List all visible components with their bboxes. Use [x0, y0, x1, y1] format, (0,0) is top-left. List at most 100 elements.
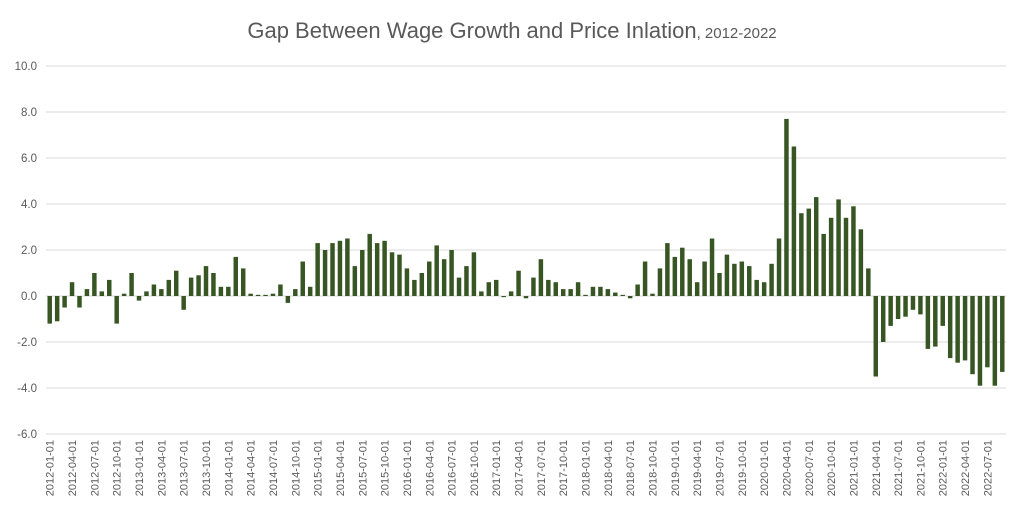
bar	[702, 261, 707, 296]
x-tick-label: 2021-07-01	[893, 440, 905, 496]
bar	[434, 245, 439, 296]
bar	[560, 289, 566, 296]
bar	[568, 289, 573, 296]
bar	[895, 296, 901, 319]
x-tick-label: 2012-10-01	[112, 440, 124, 496]
bar	[627, 296, 633, 299]
bar	[218, 286, 224, 296]
x-tick-label: 2013-07-01	[179, 440, 191, 496]
bar	[880, 296, 886, 342]
bar	[293, 289, 298, 296]
bar	[613, 292, 618, 296]
bar	[278, 284, 283, 296]
x-tick-label: 2016-10-01	[469, 440, 481, 496]
bar	[1000, 296, 1005, 372]
x-tick-label: 2017-10-01	[558, 440, 570, 496]
bar	[389, 252, 395, 296]
bar	[240, 268, 246, 296]
y-tick-label: 4.0	[21, 199, 37, 211]
bar	[925, 296, 931, 349]
bar	[940, 296, 945, 326]
bar	[464, 266, 469, 296]
bar	[828, 217, 834, 296]
bar	[694, 282, 700, 296]
bar	[226, 286, 231, 296]
bar	[151, 284, 157, 296]
x-tick-label: 2014-07-01	[268, 440, 280, 496]
bar	[69, 282, 75, 296]
x-tick-label: 2018-04-01	[603, 440, 615, 496]
x-tick-label: 2019-07-01	[714, 440, 726, 496]
bar	[374, 243, 380, 296]
bar	[382, 240, 387, 296]
x-tick-label: 2022-07-01	[982, 440, 994, 496]
bar	[345, 238, 350, 296]
bar	[263, 294, 268, 296]
x-tick-label: 2020-04-01	[781, 440, 793, 496]
bar	[47, 296, 52, 324]
bar	[724, 254, 730, 296]
x-tick-label: 2017-04-01	[514, 440, 526, 496]
bar	[330, 243, 335, 296]
bar	[583, 294, 588, 296]
x-tick-label: 2019-10-01	[737, 440, 749, 496]
bar	[642, 261, 648, 296]
bar	[196, 275, 201, 296]
bar	[203, 266, 209, 296]
bar	[211, 273, 216, 296]
bar	[114, 296, 119, 324]
bar	[479, 291, 484, 296]
bar	[486, 282, 492, 296]
bar	[136, 296, 142, 301]
bar	[784, 118, 789, 297]
bar	[307, 286, 313, 296]
bar	[531, 277, 536, 296]
bar	[947, 296, 953, 359]
x-axis-ticks: 2012-01-01 2012-04-01 2012-07-01 2012-10-01…	[45, 440, 995, 496]
bar	[270, 293, 276, 296]
bar	[680, 247, 685, 296]
bar	[910, 296, 916, 310]
x-tick-label: 2014-04-01	[246, 440, 258, 496]
bar	[598, 286, 603, 296]
bar	[494, 279, 499, 296]
bar	[121, 293, 127, 296]
bar	[285, 296, 291, 303]
bar	[449, 250, 454, 296]
bar	[159, 289, 164, 296]
bar	[754, 279, 759, 296]
bar	[970, 296, 975, 375]
x-tick-label: 2017-07-01	[536, 440, 548, 496]
x-tick-label: 2013-10-01	[201, 440, 213, 496]
bar	[129, 273, 134, 296]
x-tick-label: 2013-01-01	[134, 440, 146, 496]
x-tick-label: 2018-07-01	[625, 440, 637, 496]
bar	[315, 243, 320, 296]
bar	[709, 238, 715, 296]
x-tick-label: 2018-01-01	[581, 440, 593, 496]
x-tick-label: 2013-04-01	[156, 440, 168, 496]
x-tick-label: 2022-01-01	[938, 440, 950, 496]
x-tick-label: 2016-01-01	[402, 440, 414, 496]
bar	[977, 296, 983, 386]
chart-title-subtitle: , 2012-2022	[697, 25, 777, 42]
bar	[791, 146, 797, 296]
bar	[739, 261, 745, 296]
bar	[821, 233, 826, 296]
bar	[732, 263, 737, 296]
bar	[843, 217, 849, 296]
bar	[471, 252, 477, 296]
bar	[181, 296, 186, 310]
bar	[300, 261, 305, 296]
bar	[248, 293, 253, 296]
bar	[54, 296, 60, 322]
bar	[92, 273, 97, 296]
x-tick-label: 2018-10-01	[648, 440, 660, 496]
bar	[553, 282, 558, 296]
bar	[761, 282, 767, 296]
bar	[851, 206, 856, 296]
bar	[367, 233, 372, 296]
y-tick-label: -4.0	[17, 383, 37, 395]
bar	[933, 296, 938, 347]
bar	[747, 266, 752, 296]
